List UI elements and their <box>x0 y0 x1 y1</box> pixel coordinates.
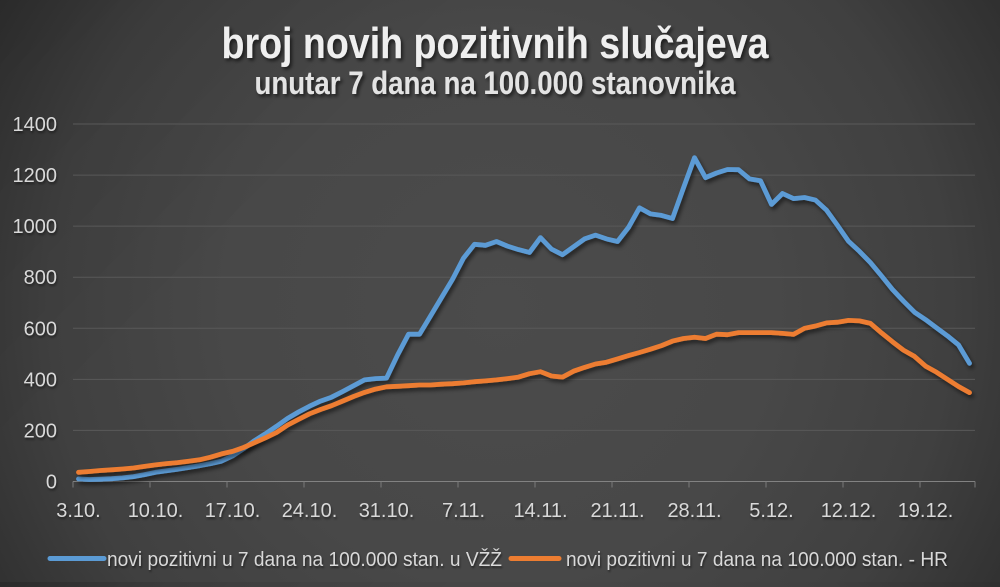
svg-text:800: 800 <box>24 267 57 289</box>
svg-text:17.10.: 17.10. <box>205 500 261 522</box>
svg-text:21.11.: 21.11. <box>590 500 644 522</box>
svg-text:31.10.: 31.10. <box>359 500 415 522</box>
svg-text:3.10.: 3.10. <box>56 500 100 522</box>
svg-text:28.11.: 28.11. <box>667 500 721 522</box>
svg-text:1000: 1000 <box>13 216 58 238</box>
svg-text:600: 600 <box>24 318 57 340</box>
svg-text:5.12.: 5.12. <box>749 500 793 522</box>
svg-text:novi pozitivni u 7 dana na 100: novi pozitivni u 7 dana na 100.000 stan.… <box>566 549 948 571</box>
svg-text:1400: 1400 <box>13 114 58 136</box>
svg-text:0: 0 <box>46 472 57 494</box>
svg-text:1200: 1200 <box>13 165 58 187</box>
svg-text:24.10.: 24.10. <box>282 500 338 522</box>
svg-text:7.11.: 7.11. <box>442 500 485 522</box>
svg-text:10.10.: 10.10. <box>128 500 184 522</box>
svg-text:19.12.: 19.12. <box>898 500 954 522</box>
svg-text:200: 200 <box>24 420 57 442</box>
svg-text:broj novih pozitivnih slučajev: broj novih pozitivnih slučajeva <box>222 19 769 68</box>
svg-text:12.12.: 12.12. <box>821 500 877 522</box>
svg-text:unutar 7 dana na 100.000 stano: unutar 7 dana na 100.000 stanovnika <box>255 65 736 101</box>
svg-text:400: 400 <box>24 369 57 391</box>
svg-text:novi pozitivni u 7 dana na 100: novi pozitivni u 7 dana na 100.000 stan.… <box>107 548 502 571</box>
svg-text:14.11.: 14.11. <box>513 500 567 522</box>
